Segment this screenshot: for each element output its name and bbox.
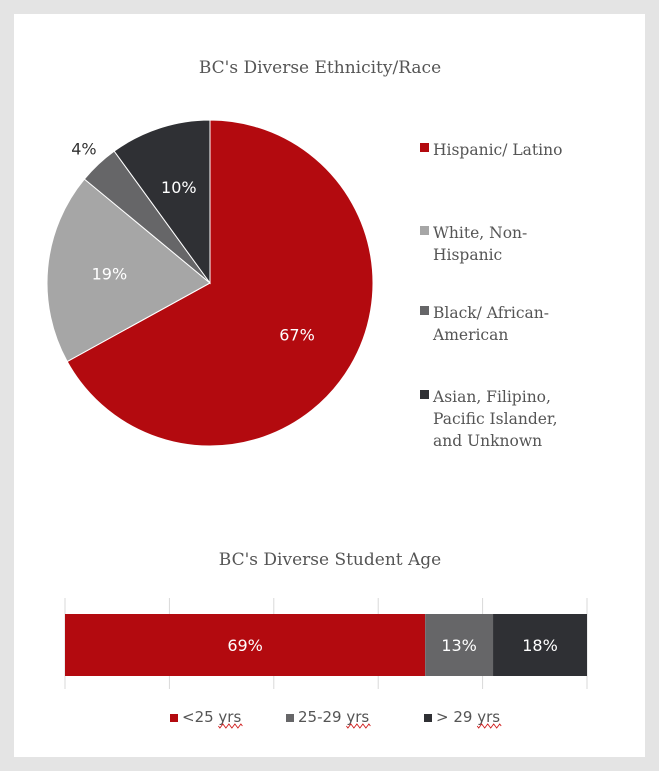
bar-data-label: 13% (441, 636, 477, 655)
legend-label: Pacific Islander, (433, 410, 558, 428)
legend-label: Hispanic/ Latino (433, 141, 562, 159)
pie-slice-hispanic-latino (66, 119, 374, 447)
bar-data-label: 18% (522, 636, 558, 655)
bar-legend-item-25-29-yrs: 25-29 yrs (286, 708, 371, 729)
legend-swatch (420, 143, 429, 152)
bar-legend-item-25-yrs: <25 yrs (170, 708, 243, 729)
pie-legend-item-asian-filipino-pacific-islander-and-unknown: Asian, Filipino, Pacific Islander, and Unk… (420, 388, 558, 450)
spellcheck-underline (218, 723, 243, 729)
pie-data-label: 4% (71, 140, 96, 159)
pie-data-label: 10% (161, 178, 197, 197)
stacked-bar-chart: 69% 13% 18% (64, 598, 588, 689)
legend-label: Hispanic (433, 246, 502, 264)
legend-label: and Unknown (433, 432, 542, 450)
bar-legend: <25 yrs 25-29 yrs > 29 yrs (170, 708, 502, 729)
bar-data-label: 69% (227, 636, 263, 655)
bar-chart-title: BC's Diverse Student Age (219, 550, 441, 570)
legend-label: American (432, 326, 508, 344)
pie-slice-asian-filipino-pacific-islander-and-unknown (113, 119, 211, 285)
legend-label: <25 yrs (182, 708, 241, 726)
bar-segment-25-yrs (65, 614, 426, 676)
pie-legend-item-hispanic-latino: Hispanic/ Latino (420, 141, 562, 159)
spellcheck-underline (346, 723, 371, 729)
legend-swatch (170, 714, 178, 722)
bar-segment-25-29-yrs (425, 614, 494, 676)
bar-legend-item-29-yrs: > 29 yrs (424, 708, 502, 729)
pie-legend: Hispanic/ Latino White, Non- Hispanic Black… (420, 141, 562, 450)
legend-label: 25-29 yrs (298, 708, 369, 726)
pie-legend-item-black-african-american: Black/ African- American (420, 304, 549, 344)
pie-legend-item-white-non-hispanic: White, Non- Hispanic (420, 224, 527, 264)
legend-swatch (286, 714, 294, 722)
legend-label: > 29 yrs (436, 708, 500, 726)
chart-card: BC's Diverse Ethnicity/Race 67% 19% 4% 10% … (14, 14, 645, 757)
legend-swatch (420, 226, 429, 235)
legend-label: Asian, Filipino, (432, 388, 551, 406)
chart-canvas: BC's Diverse Ethnicity/Race 67%19%4%10% … (46, 58, 588, 729)
bar-segment-29-yrs (493, 614, 587, 676)
legend-label: White, Non- (433, 224, 527, 242)
legend-swatch (424, 714, 432, 722)
pie-chart: 67% 19% 4% 10% (46, 119, 374, 447)
pie-slice-white-non-hispanic (46, 178, 211, 363)
legend-label: Black/ African- (433, 304, 549, 322)
pie-data-label: 19% (92, 265, 128, 284)
pie-chart-title: BC's Diverse Ethnicity/Race (199, 58, 441, 78)
legend-swatch (420, 390, 429, 399)
legend-swatch (420, 306, 429, 315)
spellcheck-underline (476, 723, 502, 729)
pie-data-label: 67% (279, 325, 315, 344)
